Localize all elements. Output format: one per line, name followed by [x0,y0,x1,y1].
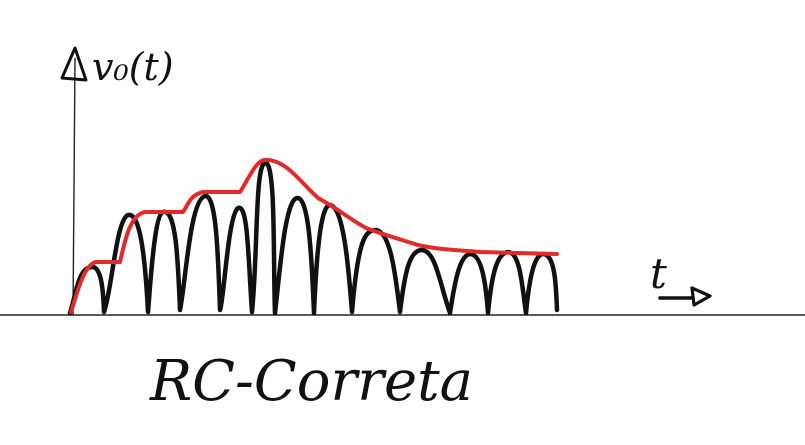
output-waveform [67,160,560,316]
x-axis-arrow-icon [690,286,712,307]
x-axis-label: t [650,249,667,298]
envelope-curve [69,157,559,314]
y-axis-line [72,57,76,316]
caption-label: RC-Correta [149,349,473,414]
y-axis-arrow-icon [60,46,88,82]
y-axis-label: v₀(t) [92,45,174,89]
